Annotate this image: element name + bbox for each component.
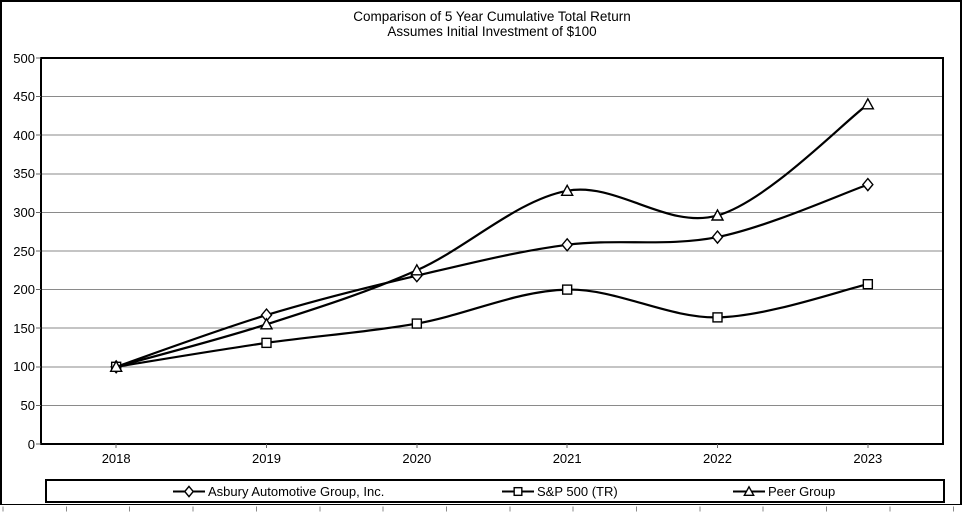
legend-label: S&P 500 (TR) <box>537 483 618 499</box>
y-axis-label: 0 <box>27 436 35 452</box>
y-axis-label: 400 <box>13 127 35 143</box>
chart-title-line1: Comparison of 5 Year Cumulative Total Re… <box>353 9 631 24</box>
x-axis-label: 2021 <box>552 451 582 466</box>
y-axis-label: 250 <box>13 243 35 259</box>
legend-entry-triangle: Peer Group <box>733 481 835 501</box>
x-axis-label: 2020 <box>402 451 432 466</box>
axis-ticks <box>36 57 869 448</box>
legend: Asbury Automotive Group, Inc. S&P 500 (TR… <box>45 479 945 503</box>
triangle-marker-icon <box>733 484 765 496</box>
y-axis-label: 350 <box>13 166 35 182</box>
table-top-edge <box>0 503 962 512</box>
diamond-marker-icon <box>173 484 205 498</box>
y-axis-label: 500 <box>13 50 35 66</box>
chart-title: Comparison of 5 Year Cumulative Total Re… <box>11 9 962 39</box>
legend-entry-diamond: Asbury Automotive Group, Inc. <box>173 481 384 501</box>
series-square <box>110 278 874 372</box>
y-axis-label: 100 <box>13 359 35 375</box>
y-axis-label: 50 <box>20 397 35 413</box>
y-axis-label: 200 <box>13 282 35 298</box>
series-diamond <box>110 177 874 374</box>
y-axis-label: 450 <box>13 89 35 105</box>
legend-label: Asbury Automotive Group, Inc. <box>208 483 385 499</box>
gridlines <box>41 96 943 406</box>
x-axis-label: 2019 <box>252 451 281 466</box>
legend-label: Peer Group <box>768 483 836 499</box>
x-axis-label: 2018 <box>101 451 131 466</box>
square-marker-icon <box>502 486 534 496</box>
x-axis-label: 2022 <box>703 451 732 466</box>
y-axis-label: 150 <box>13 320 35 336</box>
x-axis-label: 2023 <box>853 451 883 466</box>
series-triangle <box>109 97 875 372</box>
legend-entry-square: S&P 500 (TR) <box>502 481 618 501</box>
chart-title-line2: Assumes Initial Investment of $100 <box>387 24 597 39</box>
y-axis-label: 300 <box>13 204 35 220</box>
